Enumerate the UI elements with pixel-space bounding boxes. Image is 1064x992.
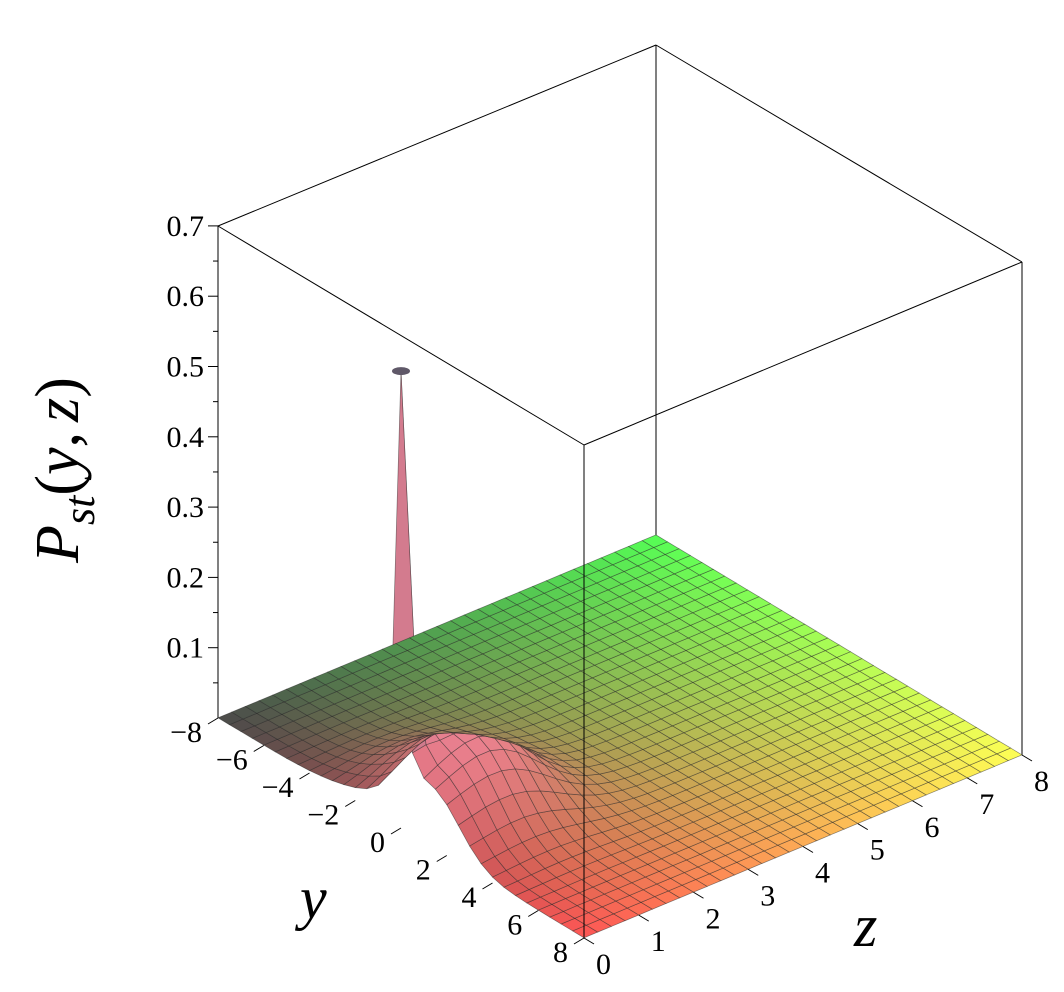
svg-text:Pst(y,z): Pst(y, z) [24,377,104,564]
y-tick-label: 0 [370,826,385,859]
z-tick-label: 6 [925,811,940,844]
y-tick [299,772,310,780]
y-tick [573,937,585,945]
p-tick-label: 0.3 [167,491,205,524]
surface-mesh [217,367,1023,939]
y-tick-label: −4 [262,771,294,804]
z-tick [912,800,923,808]
y-tick-label: 2 [416,854,431,887]
z-tick [693,891,704,899]
z-tick [583,937,595,945]
p-axis-title-y: y [24,447,92,481]
y-tick-label: 4 [462,881,477,914]
p-tick-label: 0.2 [167,561,205,594]
frame-edge-mid-right [583,261,1023,446]
y-tick [390,827,402,835]
frame-edge-top-left [217,44,657,227]
p-axis-title-sub: st [55,494,104,525]
p-axis-title: Pst(y, z) [24,377,104,564]
y-tick [436,855,448,862]
y-tick [344,800,356,807]
y-tick-label: −2 [307,799,339,832]
z-tick-label: 4 [815,857,830,890]
p-tick-label: 0.7 [167,210,205,243]
y-tick [527,910,539,917]
y-tick [253,745,265,752]
p-tick-label: 0.6 [167,280,205,313]
surface-cell [641,534,669,548]
peak-cap [392,367,410,376]
p-axis-title-open: ( [24,475,92,496]
z-tick [747,868,759,876]
y-tick [482,882,493,890]
p-tick-label: 0.4 [167,421,205,454]
z-tick [1021,754,1033,762]
z-tick [857,823,869,831]
y-tick-label: 6 [507,909,522,942]
p-axis-title-close: ) [24,377,92,398]
z-tick-label: 1 [651,925,666,958]
z-tick-label: 7 [979,788,994,821]
z-tick-label: 8 [1034,765,1049,798]
p-axis-title-z: z [24,398,92,423]
z-tick-label: 5 [870,834,885,867]
p-tick-label: 0.5 [167,351,205,384]
y-tick-label: −8 [170,716,202,749]
frame-edge-mid-left [217,225,585,446]
y-axis-title: y [294,865,327,931]
z-tick [966,777,978,785]
y-tick-label: 8 [553,936,568,969]
z-tick-label: 0 [596,948,611,981]
frame-edge-top-right [655,44,1023,263]
z-tick [638,914,650,922]
p-axis-title-main: P [24,525,92,564]
z-tick [802,846,814,853]
z-tick-label: 3 [760,879,775,912]
p-tick-label: 0.1 [167,632,205,665]
y-tick [207,717,219,725]
p-axis-title-comma: , [24,432,92,448]
y-tick-label: −6 [216,744,248,777]
z-axis-title: z [853,893,877,959]
z-tick-label: 2 [706,902,721,935]
